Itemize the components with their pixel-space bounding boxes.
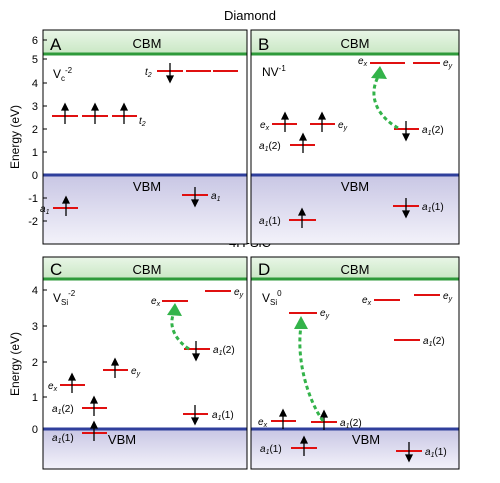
cbm-label: CBM xyxy=(341,36,370,51)
level-label: ey xyxy=(320,308,330,320)
panel-letter: C xyxy=(50,260,62,279)
level-label: a1(1) xyxy=(52,433,74,445)
top-tick-labels: 6 5 4 3 2 1 0 -1 -2 xyxy=(28,35,38,228)
tick-label: 6 xyxy=(32,35,38,47)
level-label: ex xyxy=(151,296,161,308)
tick-label: 4 xyxy=(32,78,38,90)
tick-label: 4 xyxy=(32,285,38,297)
axis-ticks xyxy=(43,289,47,398)
title-diamond: Diamond xyxy=(224,8,276,23)
cbm-band xyxy=(43,257,247,279)
tick-label: 0 xyxy=(32,424,38,436)
level-label: ey xyxy=(234,287,244,299)
vbm-label: VBM xyxy=(133,179,161,194)
spin-arrows xyxy=(67,341,201,441)
cbm-label: CBM xyxy=(133,36,162,51)
cbm-band xyxy=(43,30,247,54)
cbm-label: CBM xyxy=(133,262,162,277)
excitation-arrowhead xyxy=(371,66,387,79)
panel-letter: B xyxy=(258,35,269,54)
cbm-label: CBM xyxy=(341,262,370,277)
excitation-arrow xyxy=(372,74,399,130)
level-label: a1(2) xyxy=(213,345,235,357)
level-label: ey xyxy=(131,366,141,378)
spin-arrows xyxy=(278,408,414,463)
excitation-arrow xyxy=(170,312,190,351)
level-label: ex xyxy=(48,381,58,393)
panel-c: CBM VBM C VSi-2 ex ey a1 xyxy=(42,256,248,470)
level-label: ex xyxy=(362,295,372,307)
panel-b: CBM VBM B NV-1 ex ey ex ey a1(2) a1( xyxy=(250,29,460,245)
spin-arrows xyxy=(60,63,200,216)
defect-name: Vc-2 xyxy=(53,66,73,83)
cbm-band xyxy=(251,257,459,279)
level-label: a1(1) xyxy=(260,444,282,456)
spin-arrows xyxy=(280,111,411,228)
level-label: a1 xyxy=(211,191,221,203)
vbm-label: VBM xyxy=(341,179,369,194)
level-label: a1(2) xyxy=(259,141,281,153)
level-label: ex xyxy=(260,120,270,132)
tick-label: 1 xyxy=(32,147,38,159)
tick-label: 0 xyxy=(32,170,38,182)
defect-name: VSi-2 xyxy=(53,289,76,307)
level-label: ex xyxy=(358,56,368,68)
cbm-band xyxy=(251,30,459,54)
excitation-arrowhead xyxy=(167,303,182,316)
level-label: a1(2) xyxy=(52,404,74,416)
tick-label: -2 xyxy=(28,216,38,228)
vbm-band xyxy=(251,429,459,469)
excitation-arrow xyxy=(298,325,325,422)
vbm-band xyxy=(43,175,247,244)
level-label: a1(2) xyxy=(423,336,445,348)
level-label: t2 xyxy=(145,67,152,79)
level-label: ex xyxy=(258,417,268,429)
vbm-label: VBM xyxy=(352,432,380,447)
level-label: a1(1) xyxy=(422,202,444,214)
tick-label: 2 xyxy=(32,124,38,136)
y-axis-label-top: Energy (eV) xyxy=(8,105,22,169)
level-label: ey xyxy=(443,58,453,70)
level-label: a1(2) xyxy=(422,125,444,137)
bottom-tick-labels: 4 3 2 1 0 xyxy=(32,285,38,436)
vbm-label: VBM xyxy=(108,432,136,447)
defect-name: VSi0 xyxy=(262,289,282,307)
panel-d: CBM VBM D VSi0 ey ex ey a1(2) ex a1(2) a… xyxy=(250,256,460,470)
tick-label: 3 xyxy=(32,321,38,333)
excitation-arrowhead xyxy=(294,316,308,329)
vbm-band xyxy=(251,175,459,244)
level-label: ey xyxy=(338,120,348,132)
y-axis-label-bottom: Energy (eV) xyxy=(8,332,22,396)
level-label: t2 xyxy=(139,116,146,128)
panel-letter: D xyxy=(258,260,270,279)
tick-label: 2 xyxy=(32,357,38,369)
level-label: ey xyxy=(443,291,453,303)
tick-label: 3 xyxy=(32,101,38,113)
level-label: a1(1) xyxy=(259,216,281,228)
level-label: a1 xyxy=(40,204,50,216)
level-label: a1(2) xyxy=(340,418,362,430)
tick-label: 5 xyxy=(32,54,38,66)
panel-a: CBM VBM A Vc-2 t2 xyxy=(40,29,248,245)
axis-ticks xyxy=(43,39,47,222)
vbm-band xyxy=(43,429,247,469)
tick-label: 1 xyxy=(32,392,38,404)
level-label: a1(1) xyxy=(425,447,447,459)
level-label: a1(1) xyxy=(212,410,234,422)
defect-name: NV-1 xyxy=(262,64,286,79)
tick-label: -1 xyxy=(28,193,38,205)
panel-letter: A xyxy=(50,35,62,54)
